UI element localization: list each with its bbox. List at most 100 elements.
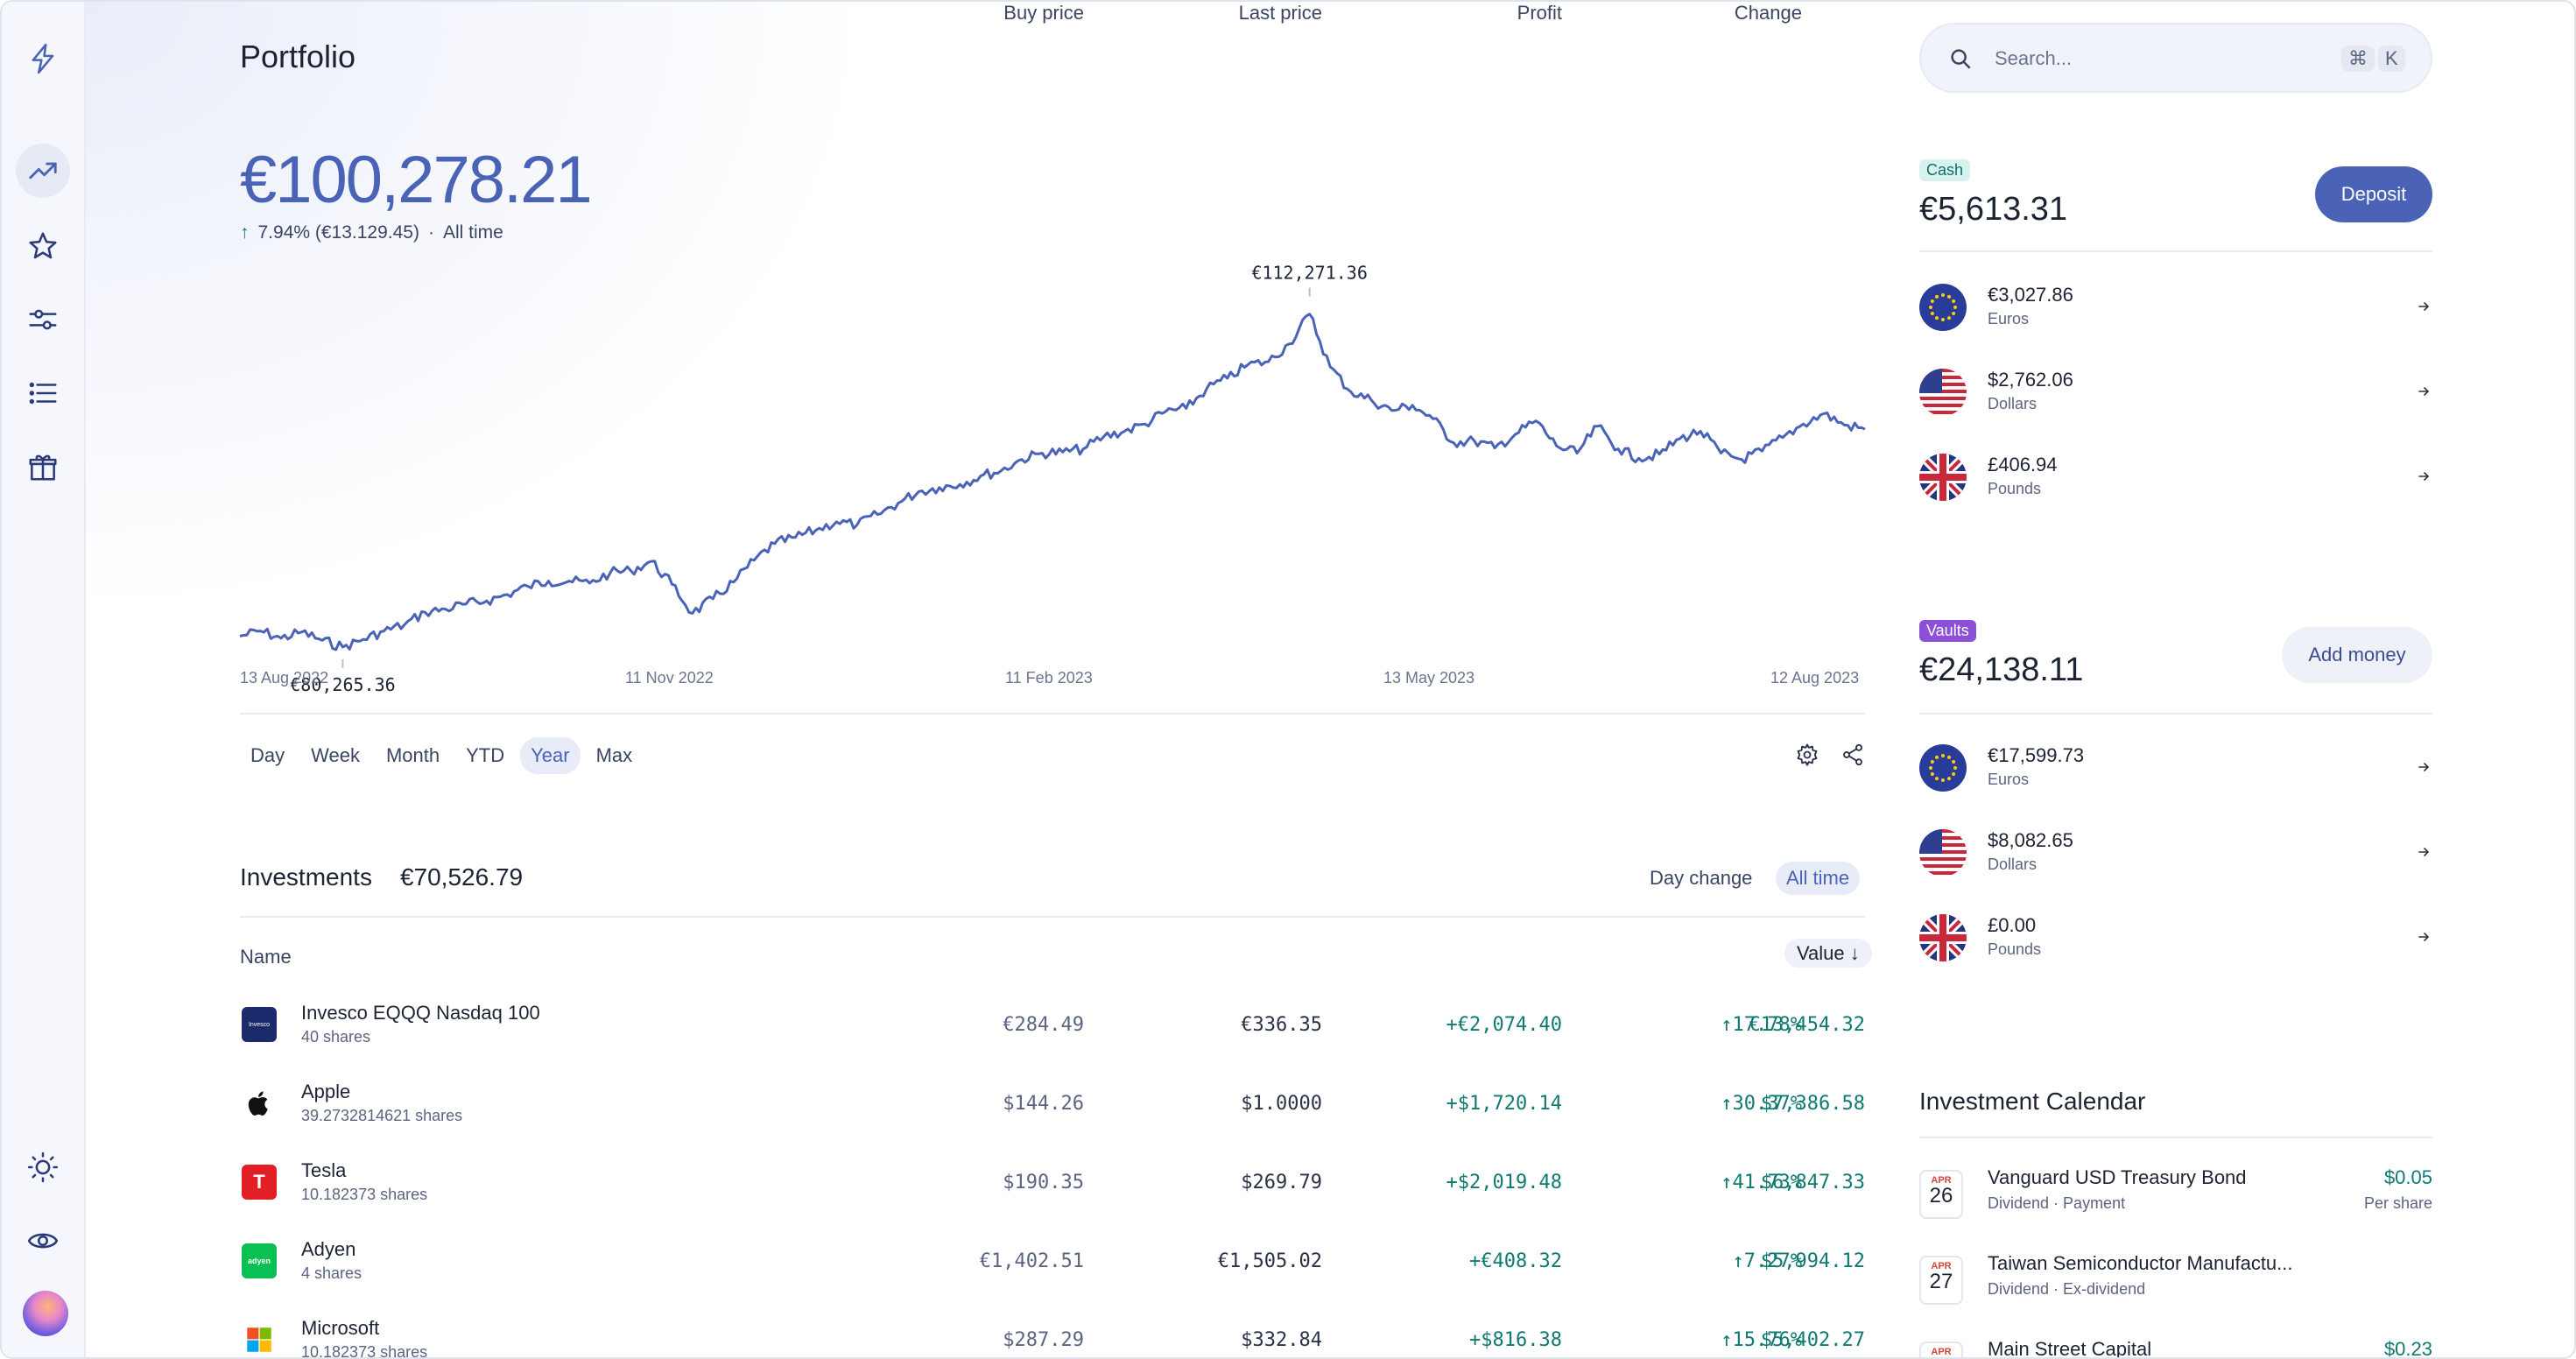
account-row[interactable]: €17,599.73 Euros: [1919, 739, 2432, 802]
calendar-event[interactable]: APR 26 Vanguard USD Treasury Bond Dividend …: [1919, 1165, 2432, 1243]
profit: +€2,074.40: [1446, 1014, 1562, 1036]
arrow-right-icon[interactable]: [2415, 468, 2432, 485]
table-row[interactable]: Apple 39.2732814621 shares $144.26 $1.0000 +…: [240, 1081, 1886, 1158]
buy-price: $287.29: [1003, 1329, 1084, 1351]
asset-shares: 4 shares: [301, 1264, 362, 1282]
buy-price: €1,402.51: [979, 1250, 1084, 1272]
portfolio-chart[interactable]: €112,271.36 €80,265.36: [239, 263, 1869, 702]
portfolio-line-chart[interactable]: €112,271.36 €80,265.36: [239, 263, 1869, 702]
calendar-date-icon: APR 27: [1919, 1256, 1963, 1305]
divider: [240, 916, 1865, 918]
event-name: Taiwan Semiconductor Manufactu...: [1988, 1252, 2293, 1274]
star-icon[interactable]: [16, 219, 70, 273]
sort-pill[interactable]: Value ↓: [1784, 939, 1872, 968]
sun-icon[interactable]: [16, 1140, 70, 1194]
divider: [1919, 250, 2432, 252]
avatar[interactable]: [23, 1291, 68, 1336]
toggle-day-change[interactable]: Day change: [1650, 867, 1753, 889]
list-icon[interactable]: [16, 366, 70, 420]
logo-icon[interactable]: [16, 32, 70, 86]
table-row[interactable]: Microsoft 10.182373 shares $287.29 $332.84 +…: [240, 1317, 1886, 1359]
range-year[interactable]: Year: [520, 737, 581, 774]
event-amount: $0.05: [2383, 1166, 2432, 1188]
asset-shares: 40 shares: [301, 1028, 371, 1046]
event-subtitle: Dividend · Payment: [1988, 1194, 2125, 1213]
eye-icon[interactable]: [16, 1214, 70, 1268]
invesco-logo: Invesco: [242, 1007, 277, 1042]
x-tick-label: 13 Aug 2022: [240, 669, 329, 687]
range-max[interactable]: Max: [595, 744, 633, 766]
range-ytd[interactable]: YTD: [466, 744, 505, 766]
event-per-share: Per share: [2363, 1194, 2432, 1212]
col-profit[interactable]: Profit: [1517, 2, 1562, 24]
col-name[interactable]: Name: [240, 946, 292, 968]
shortcut-cmd: ⌘: [2341, 46, 2375, 72]
col-last-price[interactable]: Last price: [1238, 2, 1322, 24]
max-value-label: €112,271.36: [1251, 263, 1367, 284]
x-tick-label: 13 May 2023: [1383, 669, 1475, 687]
table-row[interactable]: adyen Adyen 4 shares €1,402.51 €1,505.02 +€40…: [240, 1238, 1886, 1315]
col-value[interactable]: Value ↓: [1784, 939, 1872, 968]
eu-flag-icon: [1919, 744, 1967, 792]
account-row[interactable]: £406.94 Pounds: [1919, 448, 2432, 511]
adyen-logo: adyen: [242, 1243, 277, 1278]
asset-shares: 10.182373 shares: [301, 1186, 428, 1203]
asset-shares: 39.2732814621 shares: [301, 1107, 463, 1124]
calendar-event[interactable]: APR Main Street Capital $0.23: [1919, 1336, 2432, 1357]
account-currency: Dollars: [1988, 856, 2038, 873]
arrow-right-icon[interactable]: [2415, 928, 2432, 946]
range-week[interactable]: Week: [311, 744, 360, 766]
change: ↑41.73%: [1627, 1172, 1802, 1194]
range-month[interactable]: Month: [385, 744, 440, 766]
arrow-right-icon[interactable]: [2415, 843, 2432, 861]
eu-flag-icon: [1919, 284, 1967, 331]
asset-name: Invesco EQQQ Nasdaq 100: [301, 1002, 540, 1024]
calendar-event[interactable]: APR 27 Taiwan Semiconductor Manufactu... Di…: [1919, 1250, 2432, 1329]
arrow-up-icon: ↑: [240, 222, 250, 243]
settings-icon[interactable]: [1791, 739, 1823, 771]
account-row[interactable]: £0.00 Pounds: [1919, 909, 2432, 972]
toggle-all-time[interactable]: All time: [1776, 862, 1861, 895]
arrow-up-icon: ↑: [1721, 1329, 1733, 1351]
change-value: 30.37%: [1732, 1093, 1802, 1115]
range-day[interactable]: Day: [250, 744, 285, 766]
x-tick-label: 11 Nov 2022: [625, 669, 714, 687]
change-value: 7.27%: [1743, 1250, 1802, 1272]
arrow-right-icon[interactable]: [2415, 383, 2432, 400]
search-bar[interactable]: Search... ⌘ K: [1919, 23, 2432, 93]
account-row[interactable]: $8,082.65 Dollars: [1919, 824, 2432, 887]
arrow-up-icon: ↑: [1721, 1014, 1733, 1036]
event-month: APR: [1931, 1261, 1952, 1271]
logo-text: Invesco: [248, 1021, 271, 1028]
account-amount: $8,082.65: [1988, 829, 2073, 851]
account-row[interactable]: €3,027.86 Euros: [1919, 278, 2432, 342]
portfolio-series-line[interactable]: [239, 313, 1866, 651]
table-row[interactable]: T Tesla 10.182373 shares $190.35 $269.79 +$2,…: [240, 1159, 1886, 1236]
event-separator: ·: [2049, 1194, 2064, 1212]
deposit-button[interactable]: Deposit: [2315, 166, 2432, 222]
cash-tag: Cash: [1919, 159, 1971, 181]
portfolio-balance: €100,278.21: [240, 143, 593, 217]
trending-up-icon[interactable]: [16, 144, 70, 198]
gift-icon[interactable]: [16, 440, 70, 494]
change-value: 41.73%: [1732, 1172, 1802, 1194]
asset-name: Tesla: [301, 1159, 347, 1181]
account-row[interactable]: $2,762.06 Dollars: [1919, 363, 2432, 426]
account-currency: Pounds: [1988, 940, 2042, 958]
buy-price: $144.26: [1003, 1093, 1084, 1115]
profit: +€408.32: [1469, 1250, 1562, 1272]
share-icon[interactable]: [1837, 739, 1869, 771]
col-buy-price[interactable]: Buy price: [1003, 2, 1084, 24]
divider: [1919, 713, 2432, 715]
change: ↑17.78%: [1627, 1014, 1802, 1036]
asset-shares: 10.182373 shares: [301, 1343, 428, 1359]
table-row[interactable]: Invesco Invesco EQQQ Nasdaq 100 40 shares €…: [240, 1002, 1886, 1079]
value: €13,454.32: [1749, 1014, 1865, 1036]
event-day: 26: [1929, 1184, 1953, 1208]
col-change[interactable]: Change: [1734, 2, 1802, 24]
arrow-right-icon[interactable]: [2415, 758, 2432, 776]
arrow-right-icon[interactable]: [2415, 298, 2432, 315]
add-money-button[interactable]: Add money: [2282, 627, 2432, 683]
sliders-icon[interactable]: [16, 292, 70, 347]
